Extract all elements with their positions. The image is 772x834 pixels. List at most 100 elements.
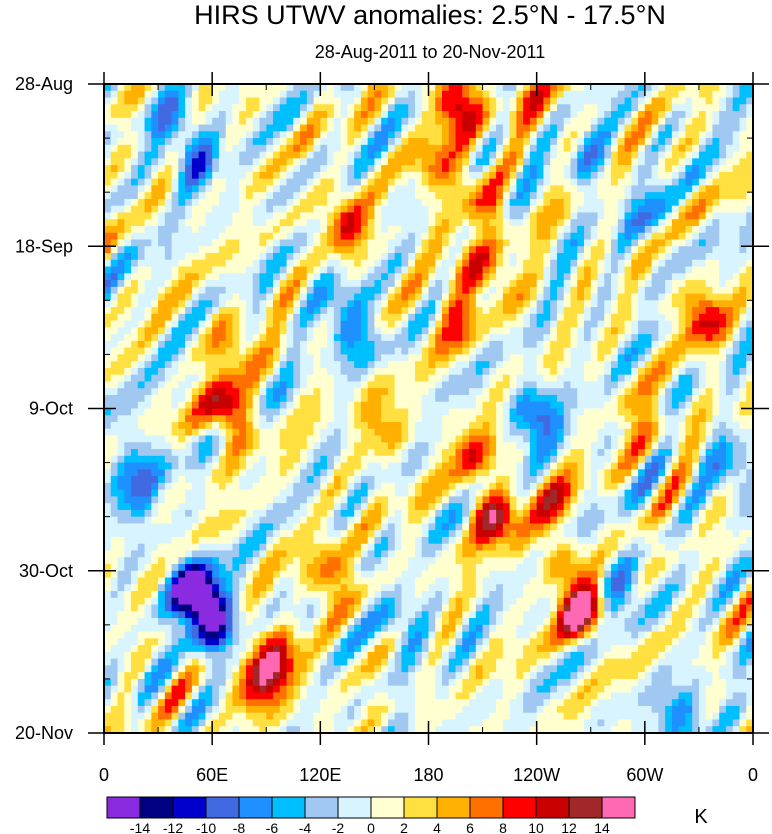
heatmap-cell: [367, 253, 376, 261]
heatmap-cell: [631, 286, 639, 295]
heatmap-cell: [414, 192, 423, 200]
heatmap-cell: [286, 138, 294, 146]
heatmap-cell: [347, 320, 355, 328]
heatmap-cell: [124, 381, 132, 389]
heatmap-cell: [550, 266, 558, 274]
heatmap-cell: [198, 232, 207, 241]
heatmap-cell: [570, 340, 578, 349]
heatmap-cell: [286, 388, 294, 396]
heatmap-cell: [624, 171, 632, 180]
heatmap-cell: [482, 266, 490, 274]
heatmap-cell: [387, 401, 396, 410]
heatmap-cell: [489, 367, 497, 376]
heatmap-cell: [516, 165, 524, 173]
heatmap-cell: [523, 327, 531, 335]
heatmap-cell: [496, 97, 504, 105]
heatmap-cell: [563, 408, 572, 416]
heatmap-cell: [300, 225, 308, 234]
heatmap-cell: [205, 239, 213, 247]
heatmap-cell: [692, 286, 700, 295]
heatmap-cell: [408, 428, 416, 437]
heatmap-cell: [327, 320, 335, 328]
heatmap-cell: [225, 327, 234, 335]
heatmap-cell: [590, 111, 599, 119]
heatmap-cell: [725, 280, 734, 288]
heatmap-cell: [597, 131, 605, 139]
heatmap-cell: [644, 90, 653, 99]
heatmap-cell: [374, 219, 382, 227]
heatmap-cell: [171, 361, 179, 369]
heatmap-cell: [712, 90, 720, 99]
heatmap-cell: [638, 90, 646, 99]
heatmap-cell: [604, 205, 612, 214]
heatmap-cell: [631, 367, 639, 376]
heatmap-cell: [286, 334, 294, 342]
heatmap-cell: [658, 408, 666, 416]
heatmap-cell: [523, 219, 531, 227]
heatmap-cell: [563, 300, 572, 308]
heatmap-cell: [448, 185, 457, 193]
heatmap-cell: [273, 381, 281, 389]
heatmap-cell: [698, 178, 707, 187]
heatmap-cell: [293, 239, 301, 247]
heatmap-cell: [273, 320, 281, 328]
heatmap-cell: [732, 347, 741, 356]
heatmap-cell: [665, 367, 673, 376]
heatmap-cell: [408, 300, 416, 308]
heatmap-cell: [556, 253, 565, 261]
heatmap-cell: [611, 394, 619, 403]
heatmap-cell: [205, 320, 213, 328]
heatmap-cell: [536, 212, 545, 220]
heatmap-cell: [158, 367, 166, 376]
heatmap-cell: [239, 354, 247, 362]
heatmap-cell: [185, 280, 193, 288]
heatmap-cell: [543, 320, 551, 328]
heatmap-cell: [252, 165, 261, 173]
heatmap-cell: [469, 259, 477, 268]
heatmap-cell: [205, 171, 213, 180]
heatmap-cell: [678, 90, 686, 99]
heatmap-cell: [665, 354, 673, 362]
heatmap-cell: [475, 415, 484, 423]
heatmap-cell: [469, 320, 477, 328]
heatmap-cell: [428, 178, 436, 187]
heatmap-cell: [293, 286, 301, 295]
heatmap-cell: [725, 144, 734, 153]
heatmap-cell: [198, 138, 207, 146]
heatmap-cell: [293, 361, 301, 369]
heatmap-cell: [300, 428, 308, 437]
heatmap-cell: [529, 388, 538, 396]
heatmap-cell: [597, 313, 605, 322]
heatmap-cell: [374, 124, 382, 132]
heatmap-cell: [273, 138, 281, 146]
heatmap-cell: [245, 185, 254, 193]
heatmap-cell: [604, 266, 612, 274]
heatmap-cell: [381, 320, 389, 328]
heatmap-cell: [354, 171, 362, 180]
heatmap-cell: [266, 225, 274, 234]
heatmap-cell: [563, 280, 572, 288]
heatmap-cell: [489, 144, 497, 153]
heatmap-cell: [536, 408, 545, 416]
heatmap-cell: [617, 253, 626, 261]
heatmap-cell: [455, 340, 463, 349]
heatmap-cell: [678, 293, 686, 301]
heatmap-cell: [313, 408, 321, 416]
heatmap-cell: [746, 212, 753, 220]
heatmap-cell: [644, 286, 653, 295]
heatmap-cell: [360, 354, 369, 362]
heatmap-cell: [374, 354, 382, 362]
heatmap-cell: [496, 334, 504, 342]
heatmap-cell: [644, 388, 653, 396]
heatmap-cell: [509, 124, 517, 132]
heatmap-cell: [712, 158, 720, 166]
heatmap-cell: [367, 280, 376, 288]
heatmap-cell: [604, 111, 612, 119]
heatmap-cell: [712, 84, 720, 92]
heatmap-cell: [523, 225, 531, 234]
heatmap-cell: [685, 401, 693, 410]
heatmap-cell: [556, 111, 565, 119]
heatmap-cell: [462, 239, 470, 247]
heatmap-cell: [638, 192, 646, 200]
heatmap-cell: [191, 246, 200, 254]
